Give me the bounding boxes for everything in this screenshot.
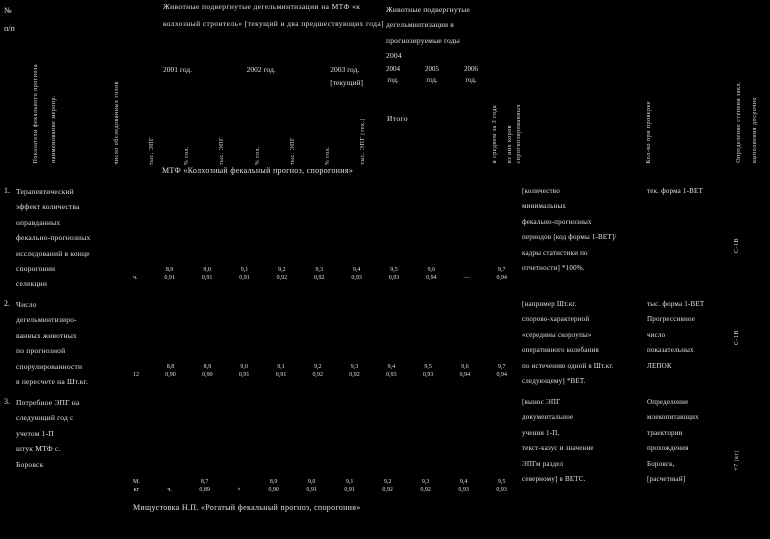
year-cell: 2004 год. bbox=[386, 65, 400, 84]
numeric-cell: 9,2 0,92 bbox=[276, 267, 288, 282]
numeric-cell: 9,4 0,93 bbox=[458, 479, 469, 494]
numeric-cell: 9,0 0,91 bbox=[201, 267, 213, 282]
row-number: 3. bbox=[4, 397, 10, 406]
row-label: Потребное ЭПГ на следующий год с учетом … bbox=[16, 398, 80, 469]
unit-label: тыс. ЭПГ bbox=[149, 136, 156, 165]
row-values: 12 8,8 0,90 8,9 0,90 9,0 0,91 9,1 0,91 9,2 0,… bbox=[133, 363, 507, 379]
unit-labels: число обследованных голов тыс. ЭПГ % гол. т… bbox=[114, 81, 366, 165]
year-cell: 2001 год. bbox=[163, 65, 192, 74]
numeric-cell: 9,5 0,93 bbox=[496, 479, 507, 494]
unit-label: % гол. bbox=[184, 145, 191, 165]
numeric-cell: 9,0 0,91 bbox=[306, 479, 317, 494]
year-cell: 2005 год. bbox=[425, 65, 439, 84]
caption-top: МТФ «Колхозный фекальный прогноз, спорог… bbox=[162, 166, 354, 175]
total-header: Итого bbox=[387, 114, 408, 123]
row-note: С-1В bbox=[734, 330, 740, 346]
numeric-cell: 9,3 0,92 bbox=[420, 479, 431, 494]
row-number: 2. bbox=[4, 299, 10, 308]
header-vertical-forecast: спрогнозированных bbox=[516, 103, 522, 164]
numeric-cell: 8,9 0,90 bbox=[268, 479, 279, 494]
numeric-cell: 9,1 0,91 bbox=[275, 364, 287, 379]
unit-label: число обследованных голов bbox=[114, 81, 120, 165]
numeric-cell: М. кг bbox=[133, 479, 140, 494]
header-label-col-vertical-1: Показатели фекального прогноза bbox=[33, 63, 39, 163]
unit-label: тыс. ЭПГ bbox=[289, 136, 296, 165]
group1-title-line1: Животные подвергнутые дегельминтизации н… bbox=[163, 2, 361, 11]
numeric-cell: — bbox=[463, 275, 470, 282]
numeric-cell: 9,1 0,91 bbox=[344, 479, 355, 494]
caption-bottom: Мищустовка Н.П. «Рогатый фекальный прогн… bbox=[133, 503, 361, 512]
numeric-cell: × bbox=[237, 487, 241, 494]
numeric-cell: 8,9 0,90 bbox=[202, 364, 213, 379]
result-column: тыс. форма 1-ВЕТ Прогрессивное число пок… bbox=[647, 300, 705, 370]
numeric-cell: 9,3 0,92 bbox=[313, 267, 325, 282]
header-vertical-average: в среднем за 3 года bbox=[492, 104, 498, 163]
header-num-col: № п/п bbox=[4, 6, 15, 33]
row-number: 1. bbox=[4, 186, 10, 195]
numeric-cell: 8,9 0,91 bbox=[164, 267, 175, 282]
numeric-cell: 9,0 0,91 bbox=[238, 364, 250, 379]
group1-title-line2: колхозный строитель» [текущий и два пред… bbox=[163, 19, 385, 28]
group1-years: 2001 год. 2002 год. 2003 год. [текущий] bbox=[163, 64, 363, 90]
unit-label: % гол. bbox=[324, 145, 331, 165]
result-column: тек. форма 1-ВЕТ bbox=[647, 187, 703, 195]
header-vertical-check: Кол-во при проверке bbox=[646, 100, 652, 163]
numeric-cell: 9,6 0,94 bbox=[426, 267, 437, 282]
numeric-cell: 12 bbox=[133, 372, 139, 379]
numeric-cell: 9,2 0,92 bbox=[312, 364, 323, 379]
unit-label: тыс. ЭПГ bbox=[219, 136, 226, 165]
numeric-cell: 8,8 0,90 bbox=[165, 364, 176, 379]
header-vertical-far2: выполнения досрочно bbox=[752, 97, 758, 163]
numeric-cell: 9,7 0,94 bbox=[496, 364, 507, 379]
row-note: С-1В bbox=[734, 238, 740, 254]
numeric-cell: ч. bbox=[167, 487, 172, 494]
numeric-cell: 9,2 0,92 bbox=[382, 479, 393, 494]
row-label: Число дегельминтизиро- ванных животных п… bbox=[16, 300, 89, 386]
formula-column: [например Шт.кг. спорово-характерной «се… bbox=[522, 300, 614, 385]
numeric-cell: 9,7 0,94 bbox=[496, 267, 507, 282]
row-values: ч. 8,9 0,91 9,0 0,91 9,1 0,91 9,2 0,92 9,3 0,… bbox=[133, 266, 507, 282]
group2-title: Животные подвергнутые дегельминтизации в… bbox=[386, 5, 471, 61]
numeric-cell: 9,5 0,93 bbox=[422, 364, 434, 379]
year-cell: 2006 год. bbox=[464, 65, 478, 84]
row-values: М. кг ч. 8,7 0,89 × 8,9 0,90 9,0 0,91 9,1 0,91… bbox=[133, 478, 507, 494]
numeric-cell: 9,6 0,94 bbox=[459, 364, 471, 379]
numeric-cell: 9,5 0,93 bbox=[388, 267, 400, 282]
numeric-cell: 9,1 0,91 bbox=[239, 267, 250, 282]
unit-label: тыс. ЭПГ [тек.] bbox=[359, 118, 366, 165]
formula-column: [вынос ЭПГ документальное учения 1-П, те… bbox=[522, 398, 594, 483]
header-label-col-vertical-2: наименование меропр. bbox=[51, 95, 57, 163]
numeric-cell: 9,4 0,93 bbox=[351, 267, 362, 282]
formula-column: [количество минимальных фекально-прогноз… bbox=[522, 187, 617, 272]
result-column: Определение млекопитающих траектории про… bbox=[647, 398, 699, 483]
unit-label: % гол. bbox=[254, 145, 261, 165]
numeric-cell: 9,4 0,93 bbox=[386, 364, 397, 379]
year-cell: 2003 год. [текущий] bbox=[330, 65, 363, 87]
numeric-cell: 8,7 0,89 bbox=[199, 479, 210, 494]
header-vertical-far1: Определение степени закл. bbox=[736, 81, 742, 163]
row-note: +7 [кг] bbox=[734, 450, 740, 471]
numeric-cell: 9,3 0,92 bbox=[349, 364, 360, 379]
group2-years: 2004 год. 2005 год. 2006 год. bbox=[386, 64, 478, 85]
numeric-cell: ч. bbox=[133, 275, 138, 282]
header-vertical-cows: из них коров bbox=[507, 124, 513, 163]
row-label: Терапевтический эффект количества оправд… bbox=[16, 187, 91, 289]
year-cell: 2002 год. bbox=[246, 65, 276, 74]
